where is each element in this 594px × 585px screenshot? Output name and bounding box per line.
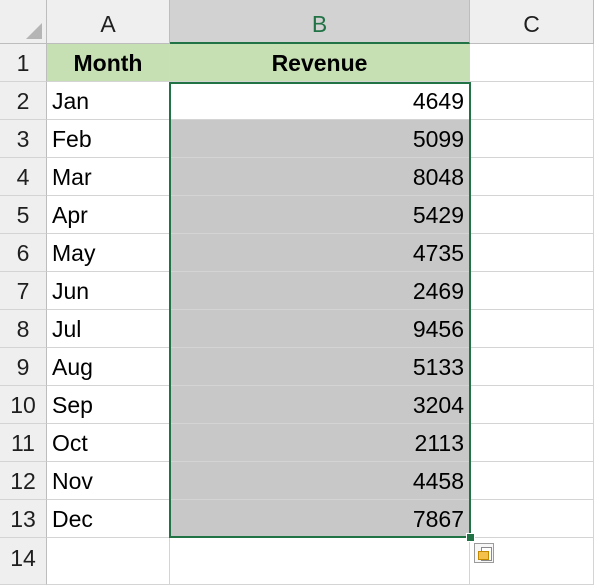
column-header-b[interactable]: B xyxy=(170,0,470,44)
cell-month[interactable]: Jul xyxy=(47,310,170,348)
cell-revenue[interactable]: 3204 xyxy=(170,386,470,424)
cell-c[interactable] xyxy=(470,424,594,462)
table-row: 8 Jul 9456 xyxy=(0,310,594,348)
cell-month[interactable]: Oct xyxy=(47,424,170,462)
cell-month[interactable]: Mar xyxy=(47,158,170,196)
cell-revenue[interactable]: 9456 xyxy=(170,310,470,348)
fill-handle[interactable] xyxy=(466,533,475,542)
table-row: 12 Nov 4458 xyxy=(0,462,594,500)
row-header[interactable]: 12 xyxy=(0,462,47,500)
table-row: 10 Sep 3204 xyxy=(0,386,594,424)
row-header[interactable]: 2 xyxy=(0,82,47,120)
cell-revenue[interactable]: 8048 xyxy=(170,158,470,196)
cell-month[interactable]: Sep xyxy=(47,386,170,424)
row-header[interactable]: 4 xyxy=(0,158,47,196)
table-row-14: 14 xyxy=(0,538,594,585)
cell-c[interactable] xyxy=(470,158,594,196)
table-row: 5 Apr 5429 xyxy=(0,196,594,234)
select-all-triangle-icon xyxy=(26,23,42,39)
table-row: 3 Feb 5099 xyxy=(0,120,594,158)
cell-revenue[interactable]: 5099 xyxy=(170,120,470,158)
cell-a14[interactable] xyxy=(47,538,170,585)
table-row: 11 Oct 2113 xyxy=(0,424,594,462)
cell-revenue[interactable]: 7867 xyxy=(170,500,470,538)
row-header[interactable]: 6 xyxy=(0,234,47,272)
cell-month[interactable]: Jun xyxy=(47,272,170,310)
cell-revenue[interactable]: 4458 xyxy=(170,462,470,500)
quick-analysis-button[interactable] xyxy=(474,543,494,563)
row-header[interactable]: 11 xyxy=(0,424,47,462)
row-header[interactable]: 5 xyxy=(0,196,47,234)
table-row: 7 Jun 2469 xyxy=(0,272,594,310)
cell-c[interactable] xyxy=(470,462,594,500)
cell-month[interactable]: Jan xyxy=(47,82,170,120)
row-header[interactable]: 8 xyxy=(0,310,47,348)
cell-c[interactable] xyxy=(470,500,594,538)
cell-c[interactable] xyxy=(470,120,594,158)
cell-c[interactable] xyxy=(470,272,594,310)
column-header-c[interactable]: C xyxy=(470,0,594,44)
cell-revenue[interactable]: 4735 xyxy=(170,234,470,272)
table-row: 9 Aug 5133 xyxy=(0,348,594,386)
table-row: 4 Mar 8048 xyxy=(0,158,594,196)
select-all-button[interactable] xyxy=(0,0,47,44)
quick-analysis-icon xyxy=(478,551,489,560)
row-header[interactable]: 9 xyxy=(0,348,47,386)
cell-c[interactable] xyxy=(470,82,594,120)
cell-month[interactable]: Nov xyxy=(47,462,170,500)
cell-a1-month-header[interactable]: Month xyxy=(47,44,170,82)
cell-c1[interactable] xyxy=(470,44,594,82)
cell-c[interactable] xyxy=(470,234,594,272)
table-row: 13 Dec 7867 xyxy=(0,500,594,538)
cell-c[interactable] xyxy=(470,196,594,234)
row-header[interactable]: 10 xyxy=(0,386,47,424)
table-header-row: 1 Month Revenue xyxy=(0,44,594,82)
column-header-bar: A B C xyxy=(0,0,594,44)
table-row: 2 Jan 4649 xyxy=(0,82,594,120)
cell-month[interactable]: Dec xyxy=(47,500,170,538)
cell-month[interactable]: Aug xyxy=(47,348,170,386)
row-header[interactable]: 3 xyxy=(0,120,47,158)
row-header-14[interactable]: 14 xyxy=(0,538,47,585)
cell-month[interactable]: Apr xyxy=(47,196,170,234)
row-header[interactable]: 13 xyxy=(0,500,47,538)
cell-revenue[interactable]: 2113 xyxy=(170,424,470,462)
cell-c[interactable] xyxy=(470,386,594,424)
cell-c[interactable] xyxy=(470,348,594,386)
cell-revenue[interactable]: 5133 xyxy=(170,348,470,386)
cell-b1-revenue-header[interactable]: Revenue xyxy=(170,44,470,82)
column-header-a[interactable]: A xyxy=(47,0,170,44)
cell-revenue[interactable]: 5429 xyxy=(170,196,470,234)
cell-revenue[interactable]: 2469 xyxy=(170,272,470,310)
table-row: 6 May 4735 xyxy=(0,234,594,272)
cell-month[interactable]: May xyxy=(47,234,170,272)
row-header-1[interactable]: 1 xyxy=(0,44,47,82)
cell-c[interactable] xyxy=(470,310,594,348)
row-header[interactable]: 7 xyxy=(0,272,47,310)
cell-month[interactable]: Feb xyxy=(47,120,170,158)
cell-revenue[interactable]: 4649 xyxy=(170,82,470,120)
cell-b14[interactable] xyxy=(170,538,470,585)
